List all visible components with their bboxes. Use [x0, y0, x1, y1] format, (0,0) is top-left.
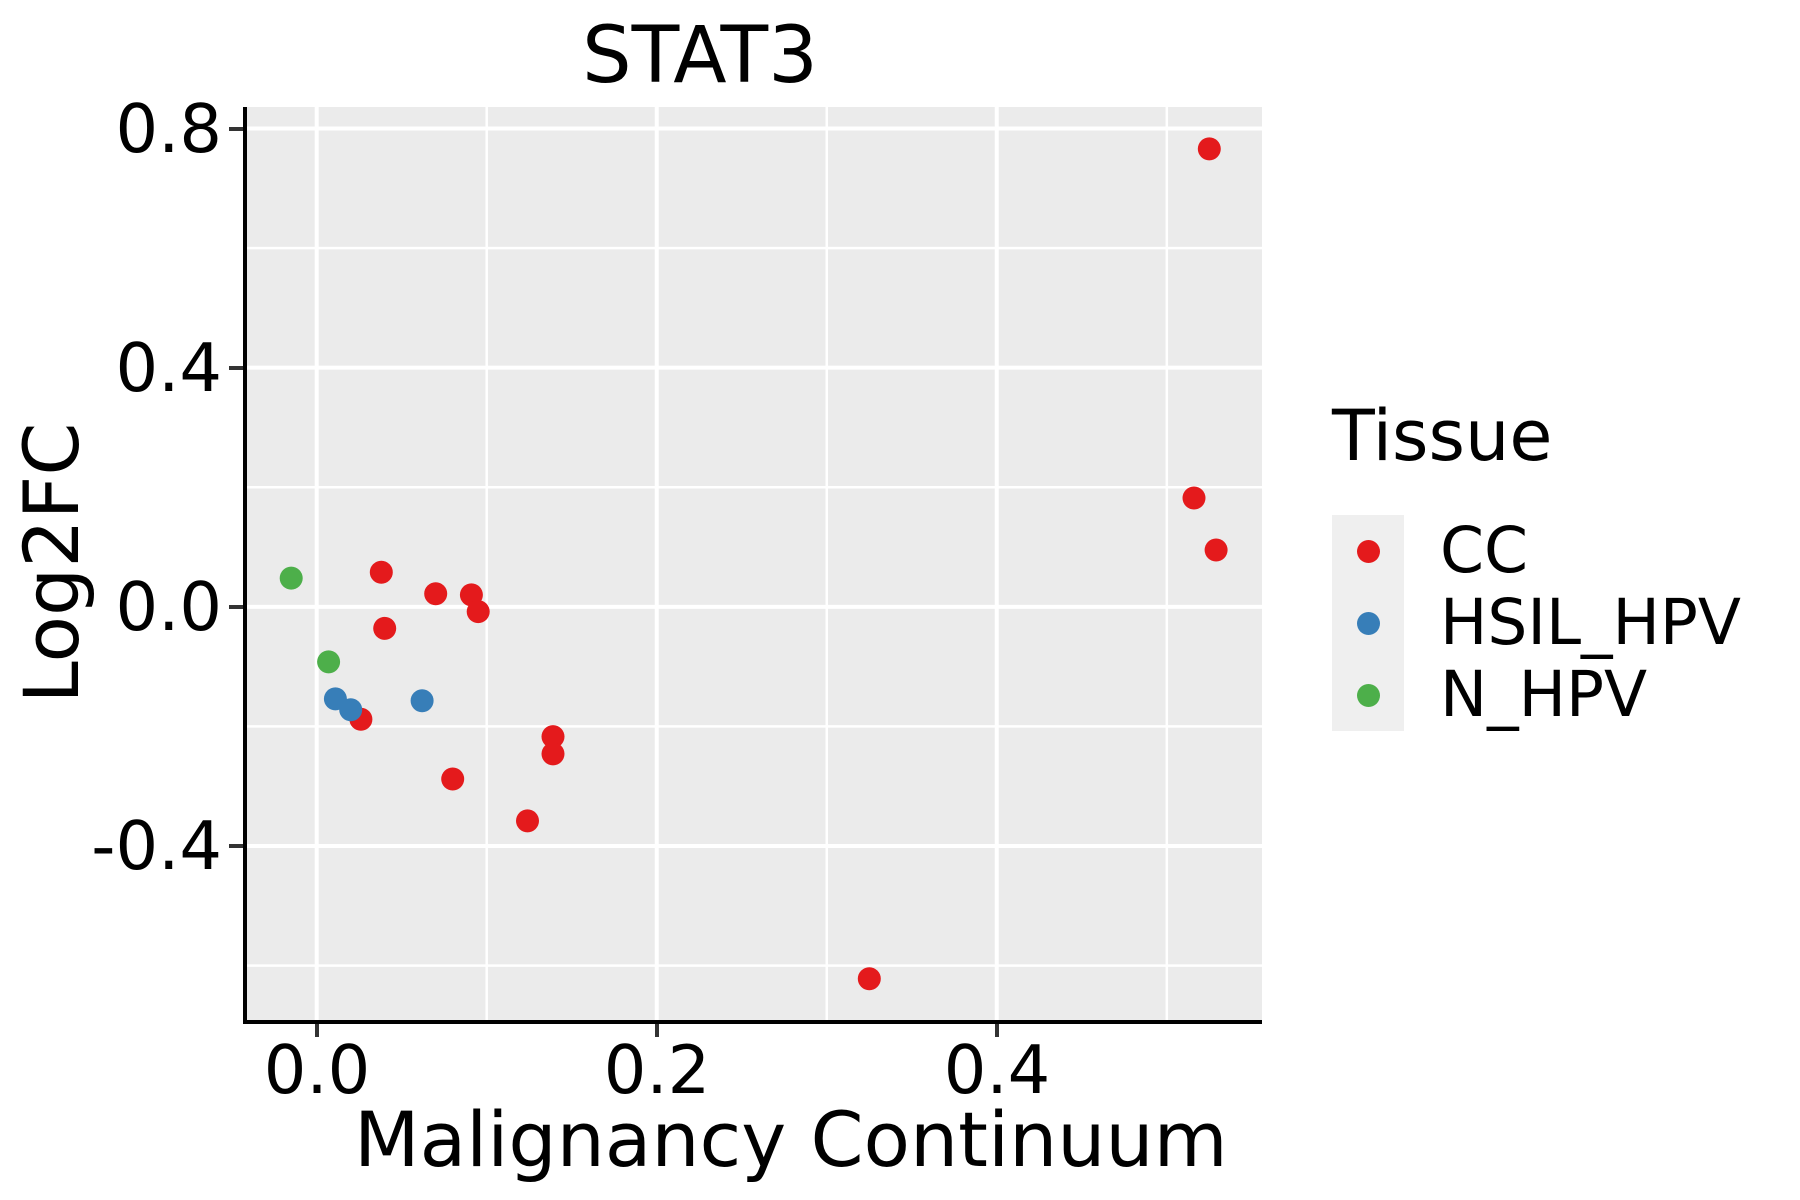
- legend-label: N_HPV: [1440, 658, 1648, 731]
- legend-item-cc: CC: [1332, 515, 1741, 587]
- x-axis-title: Malignancy Continuum: [354, 1095, 1228, 1184]
- x-tick-mark: [995, 1024, 999, 1037]
- legend-label: HSIL_HPV: [1440, 586, 1742, 659]
- legend-label: CC: [1440, 514, 1528, 587]
- y-tick-label: -0.4: [91, 807, 222, 885]
- data-point-cc: [466, 600, 490, 624]
- y-tick-label: 0.8: [115, 90, 222, 168]
- y-tick-label: 0.0: [115, 568, 222, 646]
- x-tick-label: 0.2: [603, 1031, 711, 1109]
- data-point-cc: [441, 767, 465, 791]
- x-tick-mark: [315, 1024, 319, 1037]
- data-point-cc: [857, 967, 881, 991]
- y-tick-mark: [229, 605, 243, 609]
- hsil-hpv-marker-icon: [1356, 611, 1380, 635]
- plot-panel: [243, 107, 1262, 1024]
- legend-title: Tissue: [1332, 395, 1553, 477]
- legend-items: CC HSIL_HPV N_HPV: [1332, 515, 1741, 731]
- legend-item-hsil-hpv: HSIL_HPV: [1332, 587, 1741, 659]
- data-point-n_hpv: [279, 566, 303, 590]
- y-tick-mark: [229, 127, 243, 131]
- data-point-cc: [424, 582, 448, 606]
- data-point-cc: [541, 742, 565, 766]
- y-tick-mark: [229, 366, 243, 370]
- y-axis-title: Log2FC: [7, 422, 97, 704]
- scatter-canvas: [247, 107, 1262, 1020]
- data-point-cc: [541, 725, 565, 749]
- cc-marker-icon: [1356, 539, 1380, 563]
- legend-item-n-hpv: N_HPV: [1332, 659, 1741, 731]
- legend-key: [1332, 515, 1404, 587]
- y-tick-label: 0.4: [115, 329, 222, 407]
- data-point-cc: [369, 560, 393, 584]
- legend: Tissue CC HSIL_HPV N_HPV: [1332, 398, 1741, 731]
- n-hpv-marker-icon: [1356, 683, 1380, 707]
- data-point-cc: [1182, 486, 1206, 510]
- x-tick-label: 0.0: [263, 1031, 371, 1109]
- data-point-cc: [1197, 137, 1221, 161]
- data-point-cc: [1204, 538, 1228, 562]
- legend-key: [1332, 659, 1404, 731]
- data-point-hsil_hpv: [339, 698, 363, 722]
- y-tick-mark: [229, 844, 243, 848]
- plot-title: STAT3: [582, 11, 818, 101]
- x-tick-label: 0.4: [943, 1031, 1051, 1109]
- data-point-hsil_hpv: [410, 689, 434, 713]
- legend-key: [1332, 587, 1404, 659]
- data-point-cc: [373, 616, 397, 640]
- x-tick-mark: [655, 1024, 659, 1037]
- data-point-n_hpv: [317, 650, 341, 674]
- data-point-cc: [516, 809, 539, 833]
